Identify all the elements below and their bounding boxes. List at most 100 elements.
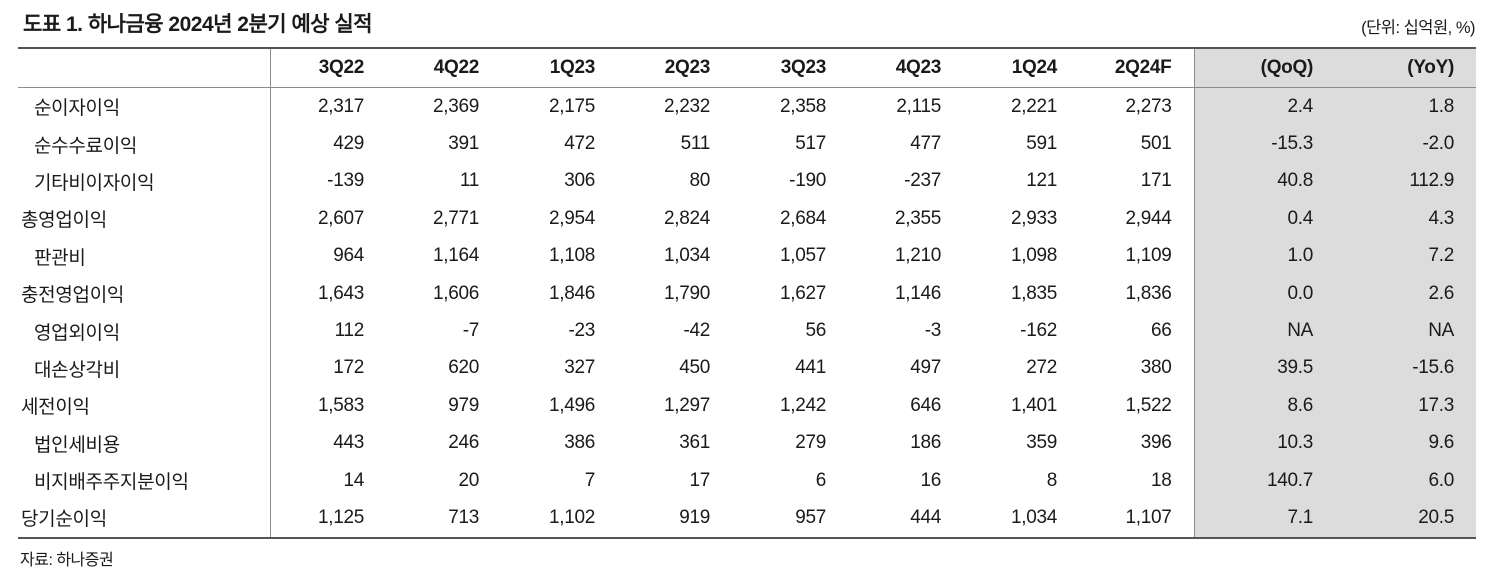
row-label: 대손상각비	[18, 349, 271, 388]
column-header: 3Q23	[732, 48, 848, 88]
cell: 2,232	[663, 95, 710, 117]
row-label: 비지배주주지분이익	[18, 461, 271, 500]
cell: 1,210	[894, 245, 941, 267]
cell: 2,115	[896, 95, 941, 117]
cell: 10.3	[1193, 424, 1335, 462]
cell: 1,522	[1125, 394, 1172, 416]
cell: 140.7	[1193, 461, 1335, 500]
cell: 1,606	[432, 282, 479, 304]
financial-table: 3Q22 4Q22 1Q23 2Q23 3Q23 4Q23 1Q24 2Q24F (QoQ) (Y…	[18, 47, 1476, 539]
row-label: 충전영업이익	[18, 274, 271, 313]
cell: 386	[564, 432, 595, 454]
table-row: 순수수료이익 429 391 472 511 517 477 591 501 -15.3 -2.0	[18, 125, 1476, 163]
cell: 979	[448, 394, 479, 416]
column-header: 4Q22	[386, 48, 501, 88]
cell: 1,057	[779, 245, 826, 267]
cell: NA	[1193, 312, 1335, 350]
row-label-header	[18, 48, 271, 88]
cell: 1,146	[894, 282, 941, 304]
cell: 66	[1150, 320, 1172, 342]
cell: 279	[795, 432, 826, 454]
cell: 186	[910, 432, 941, 454]
cell: -7	[462, 320, 480, 342]
column-header: 1Q23	[501, 48, 617, 88]
cell: 2,771	[432, 207, 479, 229]
cell: 2,317	[317, 95, 364, 117]
cell: 391	[448, 133, 479, 155]
cell: 497	[910, 357, 941, 379]
column-header: 2Q23	[617, 48, 732, 88]
cell: 2,684	[779, 207, 826, 229]
cell: 380	[1140, 357, 1172, 379]
cell: 171	[1140, 170, 1172, 192]
cell: -162	[1020, 320, 1057, 342]
cell: 429	[333, 133, 364, 155]
cell: 7.2	[1335, 237, 1476, 275]
cell: 172	[333, 357, 364, 379]
row-label: 영업외이익	[18, 312, 271, 350]
unit-note: (단위: 십억원, %)	[1361, 19, 1475, 37]
cell: 1,496	[548, 394, 595, 416]
cell: 1,401	[1010, 394, 1057, 416]
cell: 1,102	[548, 506, 595, 528]
cell: 327	[564, 357, 595, 379]
table-row: 영업외이익 112 -7 -23 -42 56 -3 -162 66 NA NA	[18, 312, 1476, 350]
cell: 2,824	[663, 207, 710, 229]
cell: 246	[448, 432, 479, 454]
cell: -190	[789, 170, 826, 192]
cell: 2,358	[779, 95, 826, 117]
cell: 1,108	[548, 245, 595, 267]
column-header: (QoQ)	[1193, 48, 1335, 88]
cell: 1,297	[663, 394, 710, 416]
cell: 112	[334, 320, 365, 342]
cell: 1,836	[1125, 282, 1172, 304]
cell: 2,369	[432, 95, 479, 117]
column-header: 1Q24	[963, 48, 1079, 88]
cell: 2,607	[317, 207, 364, 229]
table-row: 대손상각비 172 620 327 450 441 497 272 380 39.5 -15.6	[18, 349, 1476, 388]
page-title: 도표 1. 하나금융 2024년 2분기 예상 실적	[23, 13, 373, 36]
cell: 1,098	[1010, 245, 1057, 267]
cell: -15.3	[1193, 125, 1335, 163]
cell: 1.8	[1335, 87, 1476, 126]
cell: 0.4	[1193, 200, 1335, 238]
cell: 16	[920, 469, 941, 491]
cell: 1,034	[663, 245, 710, 267]
table-row: 충전영업이익 1,643 1,606 1,846 1,790 1,627 1,146 1,83…	[18, 274, 1476, 313]
cell: 80	[689, 170, 710, 192]
cell: 1,627	[779, 282, 826, 304]
cell: 7.1	[1193, 499, 1335, 538]
cell: 8	[1046, 469, 1058, 491]
header-row: 3Q22 4Q22 1Q23 2Q23 3Q23 4Q23 1Q24 2Q24F (QoQ) (Y…	[18, 48, 1476, 88]
cell: 2,355	[894, 207, 941, 229]
cell: 18	[1150, 469, 1172, 491]
cell: -3	[924, 320, 942, 342]
cell: 964	[333, 245, 364, 267]
cell: 477	[910, 133, 941, 155]
table-body: 순이자이익 2,317 2,369 2,175 2,232 2,358 2,115 2,221…	[18, 87, 1476, 538]
cell: -42	[683, 320, 710, 342]
cell: -2.0	[1335, 125, 1476, 163]
cell: 20	[458, 469, 479, 491]
cell: 591	[1026, 133, 1057, 155]
cell: 1,846	[548, 282, 595, 304]
cell: 11	[459, 170, 479, 192]
cell: 2,954	[548, 207, 595, 229]
cell: 443	[333, 432, 364, 454]
cell: 2,273	[1125, 95, 1172, 117]
cell: 2,175	[548, 95, 595, 117]
cell: 6	[815, 469, 827, 491]
cell: 1,107	[1125, 506, 1172, 528]
cell: 1,125	[317, 506, 364, 528]
cell: 2.4	[1193, 87, 1335, 126]
cell: 9.6	[1335, 424, 1476, 462]
cell: 517	[795, 133, 826, 155]
cell: 272	[1026, 357, 1057, 379]
cell: 472	[564, 133, 595, 155]
cell: NA	[1335, 312, 1476, 350]
cell: 1,643	[317, 282, 364, 304]
cell: -23	[568, 320, 595, 342]
cell: 1,583	[317, 394, 364, 416]
cell: 39.5	[1193, 349, 1335, 388]
